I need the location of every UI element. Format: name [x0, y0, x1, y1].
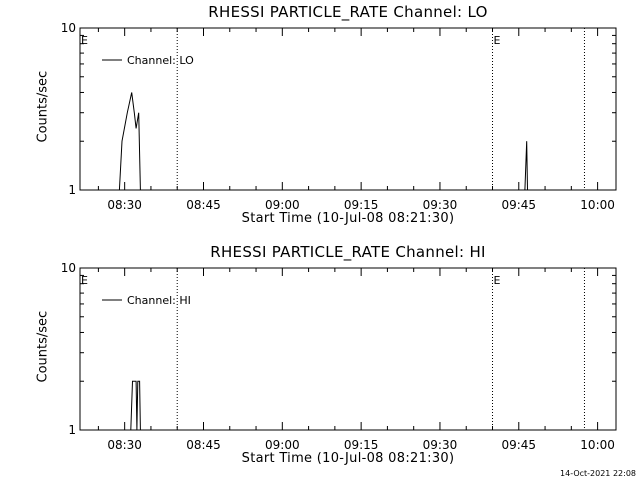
- footer-timestamp: 14-Oct-2021 22:08: [560, 469, 636, 478]
- x-axis-label: Start Time (10-Jul-08 08:21:30): [241, 451, 455, 466]
- series-line: [118, 92, 528, 191]
- x-tick-label: 10:00: [580, 438, 615, 452]
- x-tick-label: 09:45: [501, 438, 536, 452]
- x-tick-label: 09:30: [423, 198, 458, 212]
- y-tick-label: 10: [61, 261, 76, 275]
- y-axis-label: Counts/sec: [35, 70, 51, 143]
- chart-panel-hi: RHESSI PARTICLE_RATE Channel: HI E E 08:30…: [0, 240, 640, 480]
- y-tick-label: 1: [68, 423, 76, 437]
- event-marker-label: E: [81, 34, 88, 47]
- x-tick-label: 08:30: [107, 198, 142, 212]
- legend-label: Channel: LO: [127, 54, 194, 67]
- chart-title: RHESSI PARTICLE_RATE Channel: LO: [208, 3, 488, 21]
- x-tick-label: 09:00: [265, 438, 300, 452]
- event-marker-label: E: [81, 274, 88, 287]
- x-axis-label: Start Time (10-Jul-08 08:21:30): [241, 211, 455, 226]
- x-tick-label: 09:15: [344, 198, 379, 212]
- x-tick-label: 09:30: [423, 438, 458, 452]
- x-tick-label: 09:45: [501, 198, 536, 212]
- chart-title: RHESSI PARTICLE_RATE Channel: HI: [210, 243, 486, 261]
- x-tick-label: 08:45: [186, 198, 221, 212]
- x-tick-label: 08:45: [186, 438, 221, 452]
- y-tick-label: 1: [68, 183, 76, 197]
- plot-frame: [79, 27, 617, 191]
- y-tick-label: 10: [61, 21, 76, 35]
- chart-hi-svg: E E 08:30 08:45 09:00 09:15 09:30 09:45 10:00 1 10…: [61, 261, 617, 452]
- event-marker-label: E: [494, 274, 501, 287]
- x-tick-label: 09:15: [344, 438, 379, 452]
- series-line: [130, 380, 141, 431]
- plot-frame: [79, 267, 617, 431]
- chart-lo-svg: E E 08:30 08:45 09:00 09:15 09:30 09:45 10:00 1 10…: [61, 21, 617, 212]
- legend-label: Channel: HI: [127, 294, 191, 307]
- event-marker-label: E: [494, 34, 501, 47]
- chart-panel-lo: RHESSI PARTICLE_RATE Channel: LO E E 08:30…: [35, 3, 617, 226]
- x-tick-label: 08:30: [107, 438, 142, 452]
- x-tick-label: 09:00: [265, 198, 300, 212]
- y-axis-label: Counts/sec: [35, 310, 51, 383]
- x-tick-label: 10:00: [580, 198, 615, 212]
